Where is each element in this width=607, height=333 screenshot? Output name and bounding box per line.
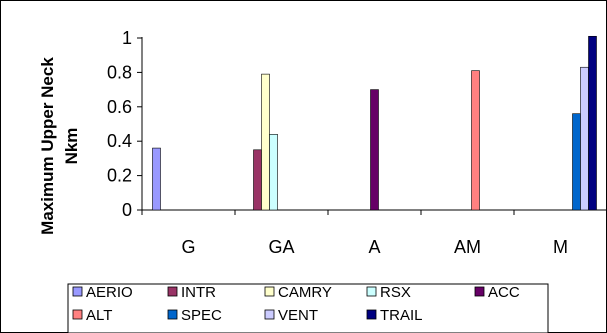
- legend-label-alt: ALT: [86, 307, 112, 324]
- bar-vent: [580, 66, 589, 211]
- y-tick-label: 0.6: [107, 97, 132, 117]
- y-tick-label: 0: [122, 200, 132, 220]
- x-tick-label: M: [553, 237, 568, 257]
- legend-box: [67, 283, 549, 333]
- bar-acc: [370, 89, 379, 211]
- bar-intr: [253, 149, 262, 211]
- y-axis-title-line-1: Maximum Upper Neck: [38, 57, 57, 235]
- y-tick-label: 0.2: [107, 166, 132, 186]
- legend-swatch-acc: [474, 286, 485, 297]
- legend-swatch-spec: [167, 309, 178, 320]
- y-tick-label: 0.4: [107, 131, 132, 151]
- legend-label-aerio: AERIO: [86, 284, 133, 301]
- y-tick-label: 0.8: [107, 62, 132, 82]
- bar-rsx: [269, 134, 278, 211]
- x-tick-label: A: [368, 237, 380, 257]
- legend-swatch-aerio: [72, 286, 83, 297]
- x-tick-label: AM: [454, 237, 481, 257]
- legend-label-rsx: RSX: [380, 284, 411, 301]
- bar-trail: [588, 35, 597, 211]
- bar-camry: [261, 73, 270, 211]
- legend-swatch-alt: [72, 309, 83, 320]
- legend-swatch-vent: [264, 309, 275, 320]
- plot-area: 0 0.2 0.4 0.6 0.8 1 G GA A AM M: [107, 28, 607, 257]
- bar-aerio: [152, 147, 161, 211]
- bar-spec: [572, 113, 581, 211]
- legend-label-camry: CAMRY: [278, 284, 332, 301]
- legend: AERIO INTR CAMRY RSX ACC ALT SPEC VENT TRAIL: [67, 283, 549, 333]
- legend-swatch-intr: [167, 286, 178, 297]
- legend-label-spec: SPEC: [181, 307, 222, 324]
- y-axis-title-line-2: Nkm: [62, 128, 81, 165]
- legend-swatch-camry: [264, 286, 275, 297]
- y-axis-title: Maximum Upper Neck Nkm: [38, 57, 81, 235]
- legend-swatch-trail: [366, 309, 377, 320]
- x-tick-label: G: [181, 237, 195, 257]
- legend-label-intr: INTR: [181, 284, 216, 301]
- legend-label-trail: TRAIL: [380, 307, 423, 324]
- x-tick-label: GA: [268, 237, 294, 257]
- legend-swatch-rsx: [366, 286, 377, 297]
- y-tick-label: 1: [122, 28, 132, 48]
- bar-alt: [471, 70, 480, 211]
- legend-label-vent: VENT: [278, 307, 318, 324]
- legend-label-acc: ACC: [488, 284, 520, 301]
